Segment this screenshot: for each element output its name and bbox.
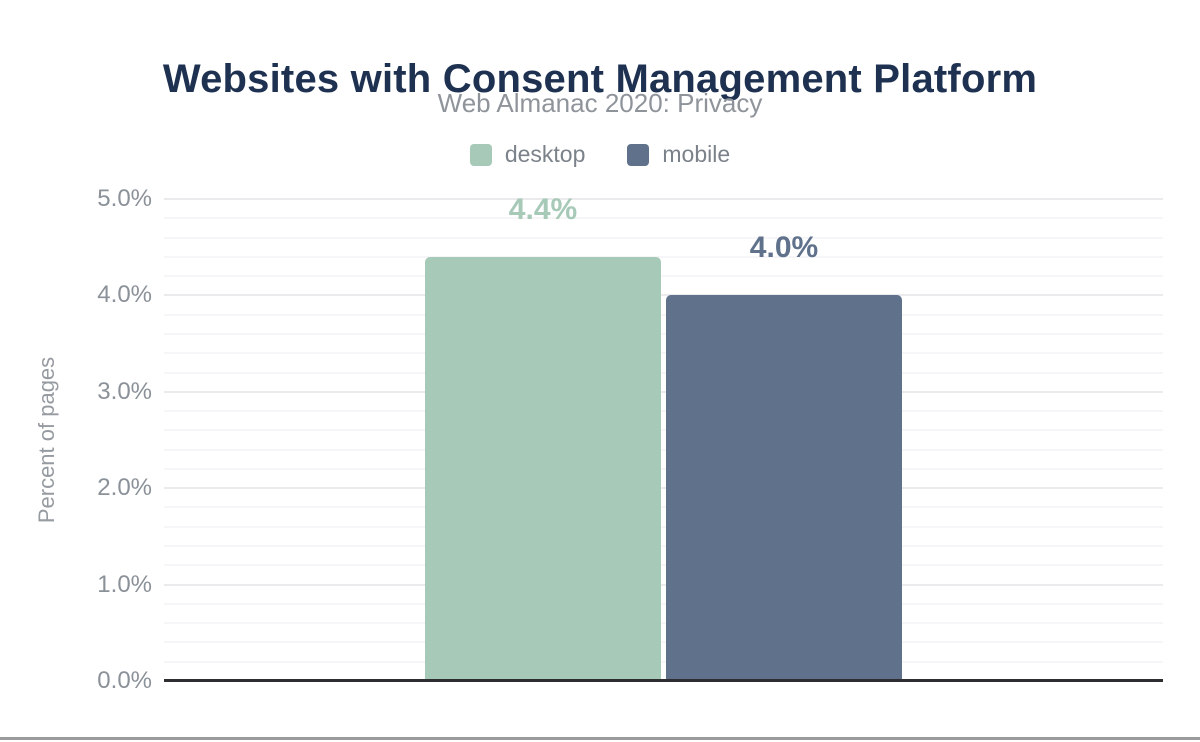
x-axis-line: [164, 679, 1163, 682]
y-axis-title: Percent of pages: [34, 356, 59, 524]
gridline-minor: [164, 660, 1163, 663]
gridline-minor: [164, 371, 1163, 374]
gridline-minor: [164, 622, 1163, 625]
gridline-minor: [164, 429, 1163, 432]
gridline-minor: [164, 448, 1163, 451]
bar-value-label-desktop: 4.4%: [508, 193, 578, 226]
gridline-minor: [164, 467, 1163, 470]
gridline-minor: [164, 545, 1163, 548]
legend-entry-mobile[interactable]: mobile: [627, 141, 730, 168]
gridline-minor: [164, 602, 1163, 605]
legend-swatch-mobile: [627, 143, 650, 166]
gridline-minor: [164, 564, 1163, 567]
gridline-major: [164, 487, 1163, 490]
chart-title: Websites with Consent Management Platfor…: [162, 56, 1038, 101]
legend-entry-desktop[interactable]: desktop: [469, 141, 586, 168]
y-tick-label: 2.0%: [97, 474, 152, 501]
y-tick-label: 5.0%: [97, 185, 152, 212]
legend-swatch-desktop: [469, 143, 492, 166]
gridline-minor: [164, 236, 1163, 239]
gridline-minor: [164, 641, 1163, 644]
y-tick-label: 1.0%: [97, 571, 152, 598]
gridline-minor: [164, 352, 1163, 355]
gridline-major: [164, 198, 1163, 200]
legend-label: mobile: [662, 141, 731, 167]
y-tick-label: 3.0%: [97, 378, 152, 405]
gridline-minor: [164, 506, 1163, 509]
bar-desktop[interactable]: [425, 257, 661, 681]
gridline-minor: [164, 275, 1163, 278]
legend: desktop mobile: [0, 141, 1200, 168]
bar-value-label-mobile: 4.0%: [749, 231, 819, 264]
page-bottom-divider: [0, 737, 1200, 740]
bar-mobile[interactable]: [666, 295, 902, 681]
gridline-minor: [164, 525, 1163, 528]
gridline-minor: [164, 313, 1163, 316]
y-tick-label: 4.0%: [97, 281, 152, 308]
plot-area: 4.4% 4.0%: [164, 195, 1163, 681]
gridline-minor: [164, 410, 1163, 413]
chart-subtitle: Web Almanac 2020: Privacy: [437, 88, 763, 118]
gridline-major: [164, 583, 1163, 586]
gridline-minor: [164, 255, 1163, 258]
gridline-major: [164, 390, 1163, 393]
y-tick-label: 0.0%: [97, 667, 152, 694]
legend-label: desktop: [504, 141, 586, 167]
gridline-minor: [164, 217, 1163, 220]
gridline-major: [164, 294, 1163, 297]
gridline-minor: [164, 332, 1163, 335]
